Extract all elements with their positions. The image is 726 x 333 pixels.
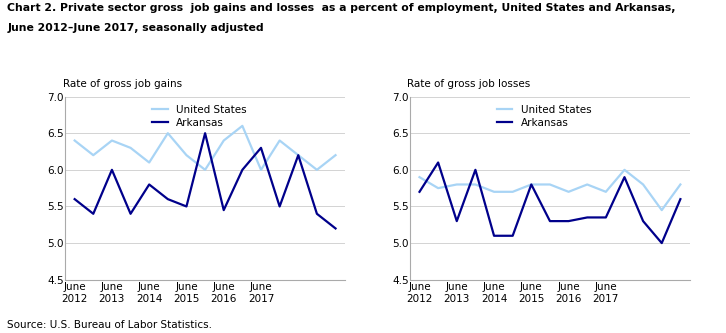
United States — [527, 182, 536, 186]
Legend: United States, Arkansas: United States, Arkansas — [149, 102, 250, 131]
Arkansas — [107, 168, 116, 172]
Arkansas — [126, 212, 135, 216]
Arkansas — [200, 131, 210, 135]
Arkansas — [145, 182, 154, 186]
Arkansas — [676, 197, 685, 201]
Arkansas — [257, 146, 266, 150]
Arkansas — [601, 215, 610, 219]
Text: Rate of gross job gains: Rate of gross job gains — [62, 79, 182, 89]
United States — [126, 146, 135, 150]
United States — [620, 168, 629, 172]
United States — [163, 131, 172, 135]
United States — [676, 182, 685, 186]
Arkansas — [452, 219, 461, 223]
United States — [546, 182, 555, 186]
United States — [452, 182, 461, 186]
Arkansas — [89, 212, 98, 216]
United States — [257, 168, 266, 172]
United States — [415, 175, 424, 179]
United States — [107, 139, 116, 143]
Line: United States: United States — [75, 126, 335, 170]
Arkansas — [508, 234, 517, 238]
Text: June 2012–June 2017, seasonally adjusted: June 2012–June 2017, seasonally adjusted — [7, 23, 264, 33]
United States — [639, 182, 648, 186]
United States — [200, 168, 210, 172]
United States — [658, 208, 666, 212]
United States — [583, 182, 592, 186]
Arkansas — [583, 215, 592, 219]
Arkansas — [219, 208, 228, 212]
United States — [508, 190, 517, 194]
United States — [471, 182, 480, 186]
Arkansas — [238, 168, 247, 172]
Line: Arkansas: Arkansas — [75, 133, 335, 228]
Arkansas — [415, 190, 424, 194]
Arkansas — [70, 197, 79, 201]
Arkansas — [639, 219, 648, 223]
United States — [275, 139, 284, 143]
Arkansas — [527, 182, 536, 186]
Arkansas — [489, 234, 498, 238]
Arkansas — [546, 219, 555, 223]
Arkansas — [294, 153, 303, 157]
United States — [238, 124, 247, 128]
Text: Chart 2. Private sector gross  job gains and losses  as a percent of employment,: Chart 2. Private sector gross job gains … — [7, 3, 676, 13]
United States — [70, 139, 79, 143]
United States — [489, 190, 498, 194]
United States — [89, 153, 98, 157]
Arkansas — [331, 226, 340, 230]
United States — [564, 190, 573, 194]
Text: Rate of gross job losses: Rate of gross job losses — [407, 79, 531, 89]
United States — [312, 168, 321, 172]
Legend: United States, Arkansas: United States, Arkansas — [494, 102, 595, 131]
Line: Arkansas: Arkansas — [420, 163, 680, 243]
Arkansas — [312, 212, 321, 216]
Arkansas — [658, 241, 666, 245]
Arkansas — [182, 204, 191, 208]
United States — [182, 153, 191, 157]
Line: United States: United States — [420, 170, 680, 210]
United States — [331, 153, 340, 157]
United States — [219, 139, 228, 143]
Arkansas — [163, 197, 172, 201]
Arkansas — [620, 175, 629, 179]
Text: Source: U.S. Bureau of Labor Statistics.: Source: U.S. Bureau of Labor Statistics. — [7, 320, 212, 330]
United States — [433, 186, 442, 190]
Arkansas — [433, 161, 442, 165]
Arkansas — [471, 168, 480, 172]
United States — [601, 190, 610, 194]
United States — [294, 153, 303, 157]
Arkansas — [275, 204, 284, 208]
Arkansas — [564, 219, 573, 223]
United States — [145, 161, 154, 165]
